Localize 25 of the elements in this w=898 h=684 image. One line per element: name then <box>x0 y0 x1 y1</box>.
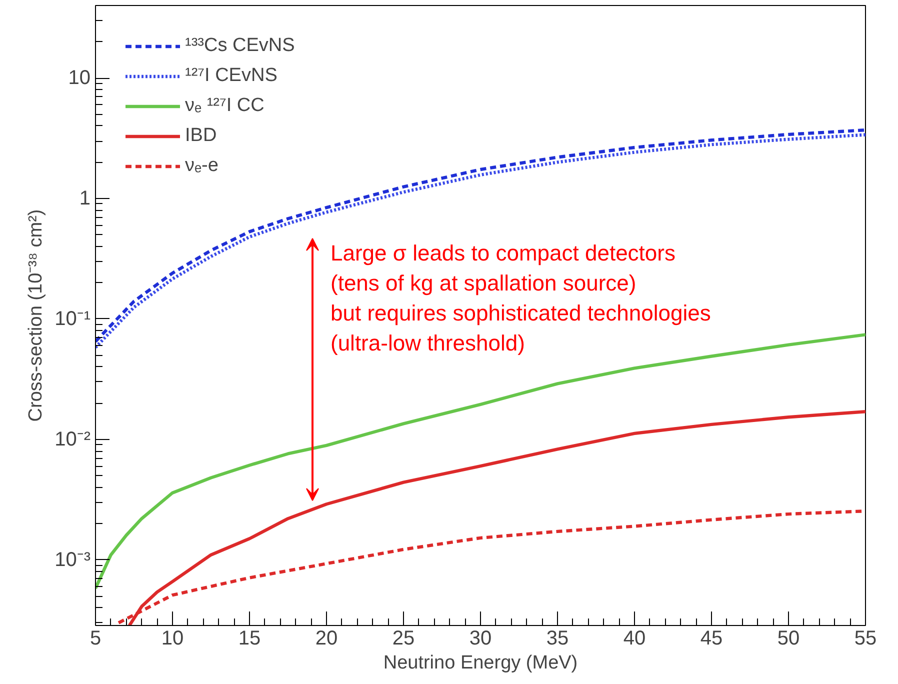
x-tick-label: 20 <box>315 628 338 650</box>
legend-label: νₑ ¹²⁷I CC <box>185 95 264 117</box>
x-tick-label: 30 <box>469 628 492 650</box>
y-axis-title: Cross-section (10⁻³⁸ cm²) <box>26 209 47 422</box>
x-axis-title: Neutrino Energy (MeV) <box>383 652 578 674</box>
annotation: Large σ leads to compact detectors (tens of kg at spallation source) but requires sophisticated technologies (ultra-low threshold) <box>330 240 711 356</box>
x-tick-label: 55 <box>854 628 877 650</box>
legend-label: ¹³³Cs CEvNS <box>185 35 295 57</box>
x-tick-label: 35 <box>546 628 569 650</box>
line-series <box>96 333 866 590</box>
x-tick-label: 45 <box>700 628 723 650</box>
x-tick-label: 25 <box>392 628 415 650</box>
y-tick-label: 10⁻² <box>54 428 91 450</box>
x-tick-label: 50 <box>777 628 800 650</box>
x-tick-label: 5 <box>90 628 102 650</box>
legend-label: νₑ-e <box>185 155 218 177</box>
legend-label: ¹²⁷I CEvNS <box>185 65 278 87</box>
x-tick-label: 10 <box>161 628 184 650</box>
y-tick-label: 1 <box>79 187 90 210</box>
y-tick-label: 10 <box>68 67 91 90</box>
x-tick-label: 15 <box>238 628 261 650</box>
x-tick-label: 40 <box>623 628 646 650</box>
y-tick-label: 10⁻³ <box>54 548 91 571</box>
legend-label: IBD <box>185 125 217 147</box>
y-tick-label: 10⁻¹ <box>54 308 91 330</box>
